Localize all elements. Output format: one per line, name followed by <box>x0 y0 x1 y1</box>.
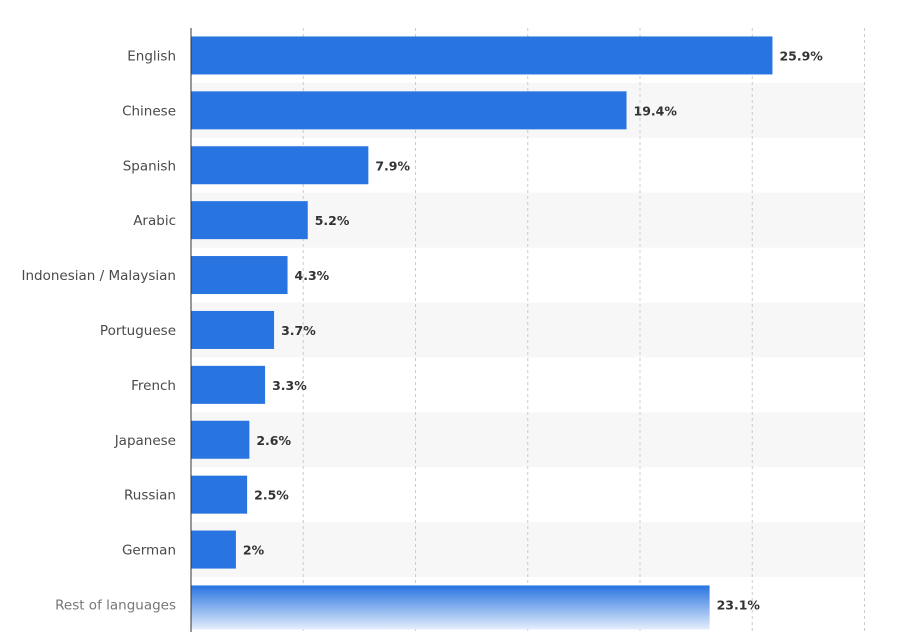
bar-english[interactable] <box>191 36 773 75</box>
category-label: Japanese <box>114 433 176 449</box>
bar-german[interactable] <box>191 530 236 569</box>
category-label: Indonesian / Malaysian <box>21 268 176 284</box>
category-labels: English Chinese Spanish Arabic Indonesian / … <box>21 48 176 613</box>
bar-french[interactable] <box>191 365 266 404</box>
value-label: 3.7% <box>281 323 316 338</box>
bar-chinese[interactable] <box>191 91 627 130</box>
value-label: 2.6% <box>256 433 291 448</box>
value-label: 3.3% <box>272 378 307 393</box>
category-label: Portuguese <box>100 323 176 339</box>
value-label: 25.9% <box>779 48 823 63</box>
bar-rest-of-languages[interactable] <box>191 585 710 630</box>
row-band <box>191 522 865 577</box>
bars <box>191 36 773 630</box>
value-label: 2% <box>243 543 265 558</box>
value-label: 5.2% <box>315 213 350 228</box>
value-label: 23.1% <box>717 597 761 612</box>
gridlines <box>302 28 865 632</box>
value-label: 19.4% <box>634 103 678 118</box>
category-label: English <box>127 48 176 64</box>
category-label: Spanish <box>123 158 176 174</box>
bar-spanish[interactable] <box>191 146 369 185</box>
category-label: German <box>122 543 176 559</box>
bar-japanese[interactable] <box>191 420 250 459</box>
row-band <box>191 412 865 468</box>
category-label: Rest of languages <box>55 597 176 613</box>
bar-russian[interactable] <box>191 475 248 514</box>
bar-arabic[interactable] <box>191 201 308 240</box>
value-label: 2.5% <box>254 488 289 503</box>
value-label: 4.3% <box>295 268 330 283</box>
bar-indonesian-malaysian[interactable] <box>191 256 288 295</box>
value-labels: 25.9% 19.4% 7.9% 5.2% 4.3% 3.7% 3.3% 2.6% 2.5% 2%… <box>243 48 823 612</box>
category-label: French <box>131 378 176 394</box>
category-label: Arabic <box>133 213 176 229</box>
bar-portuguese[interactable] <box>191 310 275 349</box>
category-label: Russian <box>124 488 176 504</box>
value-label: 7.9% <box>375 158 410 173</box>
category-label: Chinese <box>122 103 176 119</box>
